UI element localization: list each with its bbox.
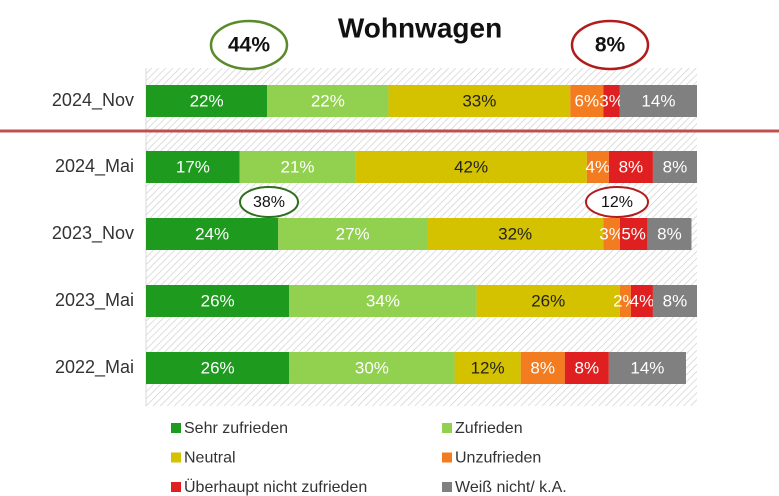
value-label: 8% — [575, 358, 600, 377]
annotation-circle — [209, 19, 289, 71]
bar-segment — [146, 85, 268, 117]
legend-label: Weiß nicht/ k.A. — [455, 479, 567, 496]
value-label: 8% — [619, 157, 644, 176]
bar-segment — [652, 285, 697, 317]
y-tick-label: 2023_Mai — [55, 290, 134, 311]
legend-swatch — [171, 482, 181, 492]
annotation-circle — [570, 19, 650, 71]
value-label: 3% — [599, 91, 624, 110]
y-tick-label: 2024_Nov — [52, 90, 134, 111]
y-tick-label: 2024_Mai — [55, 156, 134, 177]
legend-label: Überhaupt nicht zufrieden — [184, 478, 367, 496]
bar-segment — [239, 151, 356, 183]
value-label: 26% — [531, 291, 565, 310]
bar-segment — [652, 151, 697, 183]
bar-segment — [619, 85, 697, 117]
bar-segment — [603, 85, 620, 117]
bar-segment — [427, 218, 604, 250]
annotation-text: 38% — [253, 194, 285, 211]
y-tick-label: 2022_Mai — [55, 357, 134, 378]
bar-segment — [278, 218, 428, 250]
bar-segment — [619, 218, 648, 250]
bar-segment — [586, 151, 609, 183]
legend-label: Sehr zufrieden — [184, 420, 288, 437]
value-label: 24% — [195, 224, 229, 243]
value-label: 17% — [176, 157, 210, 176]
value-label: 22% — [311, 91, 345, 110]
value-label: 33% — [462, 91, 496, 110]
bar-segment — [289, 285, 477, 317]
legend-label: Unzufrieden — [455, 450, 541, 467]
value-label: 14% — [641, 91, 675, 110]
bar-segment — [476, 285, 620, 317]
annotation-circle — [239, 186, 299, 218]
bar-segment — [146, 285, 290, 317]
value-label: 34% — [366, 291, 400, 310]
value-label: 5% — [621, 224, 646, 243]
legend-label: Zufrieden — [455, 420, 523, 437]
annotation-text: 44% — [228, 34, 270, 57]
legend-swatch — [442, 482, 452, 492]
bar-segment — [608, 352, 686, 384]
bar-segment — [647, 218, 692, 250]
legend-swatch — [442, 452, 452, 463]
bar-segment — [267, 85, 389, 117]
bar-segment — [520, 352, 565, 384]
bar-segment — [564, 352, 609, 384]
bar-segment — [289, 352, 455, 384]
bar-segment — [630, 285, 653, 317]
value-label: 12% — [471, 358, 505, 377]
annotation-circle — [585, 186, 649, 218]
value-label: 22% — [190, 91, 224, 110]
value-label: 21% — [281, 157, 315, 176]
bar-segment — [146, 218, 279, 250]
value-label: 26% — [201, 358, 235, 377]
legend-swatch — [442, 423, 452, 433]
legend-label: Neutral — [184, 450, 236, 467]
bar-segment — [608, 151, 653, 183]
value-label: 8% — [657, 224, 682, 243]
value-label: 8% — [663, 291, 688, 310]
bar-segment — [454, 352, 521, 384]
bar-segment — [619, 285, 631, 317]
bar-segment — [355, 151, 587, 183]
value-label: 32% — [498, 224, 532, 243]
bar-segment — [146, 151, 240, 183]
value-label: 4% — [586, 157, 611, 176]
value-label: 26% — [201, 291, 235, 310]
legend-swatch — [171, 423, 181, 433]
value-label: 3% — [599, 224, 624, 243]
value-label: 14% — [630, 358, 664, 377]
value-label: 27% — [336, 224, 370, 243]
bar-segment — [603, 218, 620, 250]
value-label: 6% — [575, 91, 600, 110]
y-tick-label: 2023_Nov — [52, 223, 134, 244]
bar-segment — [570, 85, 604, 117]
annotation-text: 12% — [601, 194, 633, 211]
legend-swatch — [171, 452, 181, 463]
value-label: 4% — [630, 291, 655, 310]
value-label: 30% — [355, 358, 389, 377]
chart-title: Wohnwagen — [338, 12, 502, 43]
value-label: 8% — [663, 157, 688, 176]
value-label: 8% — [530, 358, 555, 377]
bar-segment — [146, 352, 290, 384]
annotation-text: 8% — [595, 34, 626, 57]
bar-segment — [388, 85, 571, 117]
value-label: 42% — [454, 157, 488, 176]
